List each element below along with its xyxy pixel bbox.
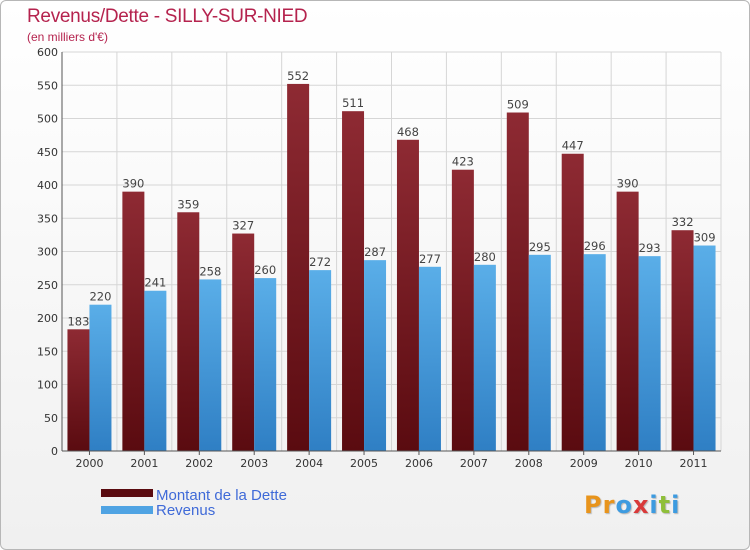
x-tick-label: 2000 (75, 457, 103, 470)
value-label-revenus: 258 (199, 264, 221, 278)
value-label-debt: 423 (452, 155, 474, 169)
bar-revenus (144, 290, 167, 451)
y-tick-label: 250 (37, 279, 58, 292)
value-label-debt: 332 (672, 215, 694, 229)
bar-debt (287, 83, 310, 452)
bar-revenus (583, 254, 606, 451)
y-tick-label: 550 (37, 79, 58, 92)
bar-revenus (254, 278, 277, 451)
value-label-revenus: 272 (309, 255, 331, 269)
value-label-debt: 390 (617, 177, 639, 191)
value-label-revenus: 295 (529, 240, 551, 254)
x-tick-label: 2005 (350, 457, 378, 470)
x-tick-label: 2002 (185, 457, 213, 470)
x-tick-label: 2003 (240, 457, 268, 470)
value-label-revenus: 293 (639, 241, 661, 255)
bar-debt (396, 139, 419, 451)
y-tick-label: 300 (37, 246, 58, 259)
value-label-revenus: 260 (254, 263, 276, 277)
bar-debt (232, 233, 255, 451)
x-tick-label: 2010 (625, 457, 653, 470)
bar-revenus (638, 256, 661, 451)
x-tick-label: 2006 (405, 457, 433, 470)
x-tick-label: 2004 (295, 457, 323, 470)
legend-swatch-debt (101, 489, 153, 497)
bar-revenus (309, 270, 332, 451)
x-tick-label: 2001 (130, 457, 158, 470)
y-tick-label: 500 (37, 113, 58, 126)
legend-label-revenus: Revenus (156, 502, 215, 519)
bar-revenus (473, 264, 496, 451)
bar-revenus (693, 245, 716, 451)
y-tick-label: 350 (37, 212, 58, 225)
bar-debt (122, 191, 145, 451)
x-tick-label: 2011 (680, 457, 708, 470)
x-tick-label: 2008 (515, 457, 543, 470)
y-tick-label: 0 (51, 445, 58, 458)
value-label-debt: 509 (507, 98, 529, 112)
value-label-revenus: 280 (474, 250, 496, 264)
bar-debt (342, 111, 365, 451)
value-label-debt: 183 (67, 314, 89, 328)
proxiti-logo: Proxiti (584, 491, 681, 519)
x-tick-label: 2009 (570, 457, 598, 470)
bar-revenus (418, 266, 441, 451)
bar-debt (616, 191, 639, 451)
bar-revenus (364, 260, 387, 451)
y-tick-label: 50 (44, 412, 58, 425)
y-tick-label: 450 (37, 146, 58, 159)
x-tick-label: 2007 (460, 457, 488, 470)
value-label-revenus: 309 (694, 231, 716, 245)
bar-debt (67, 329, 90, 451)
value-label-debt: 327 (232, 219, 254, 233)
bar-revenus (199, 279, 222, 451)
bar-revenus (89, 304, 112, 451)
value-label-debt: 390 (122, 177, 144, 191)
value-label-debt: 468 (397, 125, 419, 139)
value-label-debt: 359 (177, 197, 199, 211)
bar-debt (451, 169, 474, 451)
value-label-revenus: 287 (364, 245, 386, 259)
chart-title: Revenus/Dette - SILLY-SUR-NIED (27, 6, 308, 27)
bar-debt (561, 153, 584, 451)
bar-debt (671, 230, 694, 451)
chart-subtitle: (en milliers d'€) (27, 30, 108, 44)
y-tick-label: 600 (37, 46, 58, 59)
value-label-revenus: 296 (584, 239, 606, 253)
value-label-revenus: 241 (144, 276, 166, 290)
legend-swatch-revenus (101, 506, 153, 514)
bar-debt (177, 212, 200, 451)
bar-revenus (528, 254, 551, 451)
y-tick-label: 400 (37, 179, 58, 192)
y-tick-label: 200 (37, 312, 58, 325)
value-label-debt: 511 (342, 96, 364, 110)
bar-debt (506, 112, 529, 451)
y-tick-label: 100 (37, 379, 58, 392)
value-label-debt: 447 (562, 139, 584, 153)
value-label-revenus: 220 (89, 290, 111, 304)
y-tick-label: 150 (37, 345, 58, 358)
value-label-debt: 552 (287, 69, 309, 83)
legend-label-debt: Montant de la Dette (156, 487, 287, 504)
value-label-revenus: 277 (419, 252, 441, 266)
